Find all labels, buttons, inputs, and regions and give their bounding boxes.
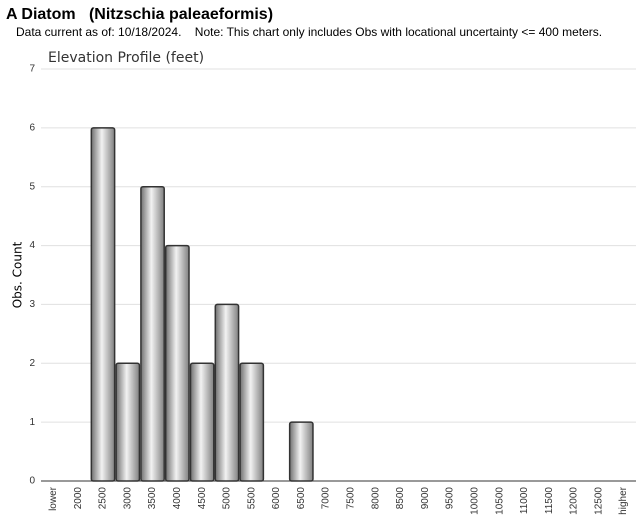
y-tick-label: 5 — [29, 181, 35, 192]
bar — [90, 127, 116, 482]
x-tick-label: 11000 — [519, 487, 530, 515]
x-tick-label: 8000 — [370, 487, 381, 510]
page-title: A Diatom (Nitzschia paleaeformis) — [6, 6, 273, 23]
y-tick-label: 2 — [29, 358, 35, 369]
bar — [189, 362, 215, 482]
x-tick-label: 7500 — [346, 487, 357, 510]
x-tick-label: 12500 — [593, 487, 604, 515]
x-tick-label: 6500 — [296, 487, 307, 510]
subtitle: Data current as of: 10/18/2024. Note: Th… — [16, 25, 602, 39]
x-tick-label: 8500 — [395, 487, 406, 510]
chart-title: Elevation Profile (feet) — [48, 50, 204, 66]
bar — [164, 244, 190, 482]
y-tick-label: 1 — [29, 417, 35, 428]
x-tick-label: 9000 — [420, 487, 431, 510]
x-tick-label: 2500 — [98, 487, 109, 510]
bar — [288, 421, 314, 482]
bar — [214, 303, 240, 482]
x-tick-label: 10000 — [469, 487, 480, 515]
y-axis-label: Obs. Count — [11, 241, 25, 308]
bar — [115, 362, 141, 482]
x-tick-label: lower — [48, 486, 59, 511]
bar — [239, 362, 265, 482]
x-tick-label: 5500 — [246, 487, 257, 510]
x-tick-label: 9500 — [445, 487, 456, 510]
y-tick-label: 3 — [29, 299, 35, 310]
y-tick-label: 6 — [29, 122, 35, 133]
x-tick-label: 2000 — [73, 487, 84, 510]
x-tick-label: 7000 — [321, 487, 332, 510]
x-tick-label: 5000 — [222, 487, 233, 510]
x-tick-label: higher — [618, 486, 629, 514]
x-tick-label: 6000 — [271, 487, 282, 510]
x-tick-label: 4000 — [172, 487, 183, 510]
x-tick-label: 11500 — [544, 487, 555, 515]
y-tick-label: 0 — [29, 476, 35, 487]
y-tick-label: 4 — [29, 240, 35, 251]
bar — [140, 185, 165, 482]
x-tick-label: 3000 — [122, 487, 133, 510]
x-tick-label: 10500 — [494, 487, 505, 515]
x-tick-label: 12000 — [569, 487, 580, 515]
x-tick-label: 4500 — [197, 487, 208, 510]
x-tick-label: 3500 — [147, 487, 158, 510]
y-tick-label: 7 — [29, 64, 35, 75]
